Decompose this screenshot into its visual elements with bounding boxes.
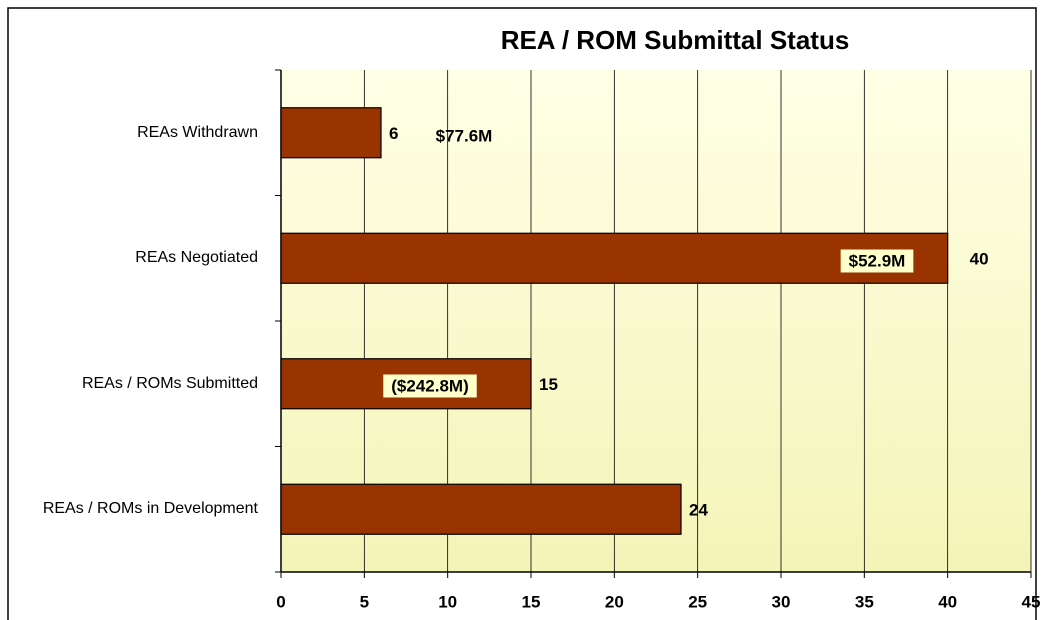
- annotation: ($242.8M): [391, 376, 468, 395]
- annotation: $52.9M: [849, 251, 906, 270]
- x-tick-label: 0: [276, 592, 285, 611]
- y-tick-label: REAs / ROMs Submitted: [81, 374, 258, 392]
- x-tick-label: 15: [522, 592, 541, 611]
- x-tick-label: 40: [938, 592, 957, 611]
- annotation-box: [840, 249, 914, 273]
- y-tick-label: REAs Withdrawn: [137, 123, 258, 141]
- annotation-box: [383, 374, 477, 398]
- x-tick-label: 25: [688, 592, 707, 611]
- bar: [280, 483, 682, 535]
- data-label: 6: [389, 124, 398, 143]
- y-tick-label: REAs Negotiated: [135, 249, 258, 267]
- x-tick-label: 5: [360, 592, 369, 611]
- x-tick-label: 45: [1022, 592, 1041, 611]
- annotation: $77.6M: [436, 126, 493, 145]
- bar: [280, 107, 382, 159]
- bar: [280, 232, 949, 284]
- chart-title: REA / ROM Submittal Status: [501, 25, 850, 55]
- x-tick-label: 30: [772, 592, 791, 611]
- x-tick-label: 10: [438, 592, 457, 611]
- data-label: 15: [539, 375, 558, 394]
- data-label: 40: [970, 250, 989, 269]
- x-tick-label: 20: [605, 592, 624, 611]
- x-tick-label: 35: [855, 592, 874, 611]
- y-tick-label: REAs / ROMs in Development: [42, 500, 258, 518]
- data-label: 24: [689, 501, 708, 520]
